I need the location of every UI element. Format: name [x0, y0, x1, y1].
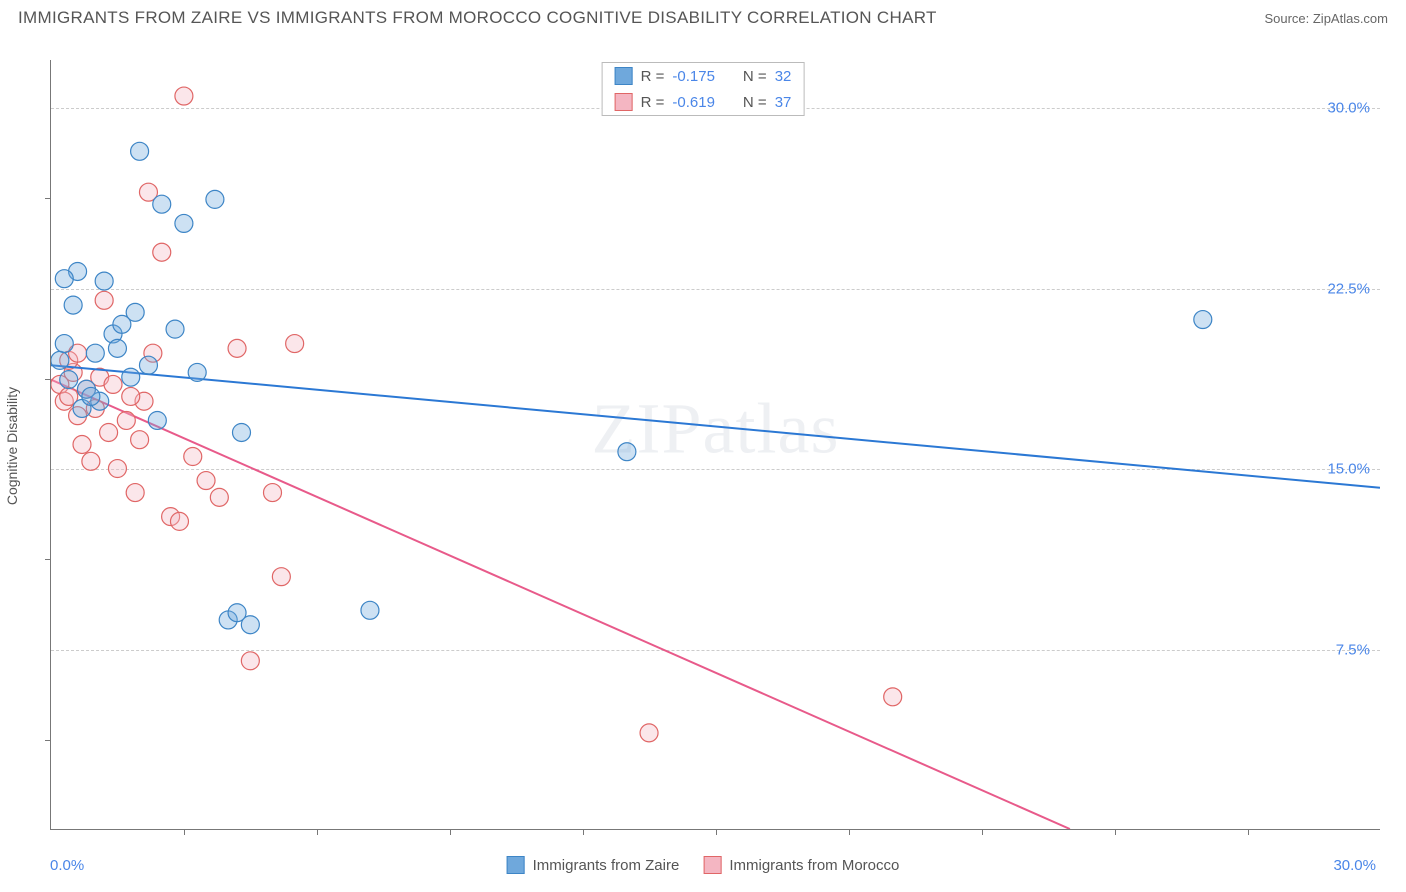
y-axis-label: Cognitive Disability — [4, 387, 20, 505]
regression-line — [51, 380, 1070, 829]
data-point — [100, 423, 118, 441]
x-minor-tick — [716, 829, 717, 835]
data-point — [126, 303, 144, 321]
legend-series: Immigrants from Zaire Immigrants from Mo… — [507, 856, 900, 874]
data-point — [82, 452, 100, 470]
data-point — [618, 443, 636, 461]
data-point — [175, 87, 193, 105]
scatter-svg — [51, 60, 1380, 829]
data-point — [86, 344, 104, 362]
legend-stats-box: R = -0.175 N = 32 R = -0.619 N = 37 — [602, 62, 805, 116]
x-minor-tick — [450, 829, 451, 835]
data-point — [108, 339, 126, 357]
data-point — [272, 568, 290, 586]
data-point — [82, 387, 100, 405]
x-minor-tick — [317, 829, 318, 835]
data-point — [361, 601, 379, 619]
data-point — [126, 484, 144, 502]
data-point — [51, 351, 69, 369]
data-point — [175, 214, 193, 232]
data-point — [73, 436, 91, 454]
chart-plot-area: ZIPatlas 7.5%15.0%22.5%30.0% — [50, 60, 1380, 830]
legend-item-morocco: Immigrants from Morocco — [703, 856, 899, 874]
data-point — [117, 411, 135, 429]
x-axis-max-label: 30.0% — [1333, 857, 1376, 874]
x-minor-tick — [1248, 829, 1249, 835]
data-point — [206, 190, 224, 208]
data-point — [184, 448, 202, 466]
data-point — [131, 431, 149, 449]
data-point — [55, 335, 73, 353]
data-point — [286, 335, 304, 353]
data-point — [64, 296, 82, 314]
data-point — [139, 356, 157, 374]
data-point — [228, 339, 246, 357]
data-point — [264, 484, 282, 502]
data-point — [108, 460, 126, 478]
legend-item-zaire: Immigrants from Zaire — [507, 856, 680, 874]
legend-row-morocco: R = -0.619 N = 37 — [603, 89, 804, 115]
data-point — [166, 320, 184, 338]
data-point — [241, 652, 259, 670]
data-point — [197, 472, 215, 490]
data-point — [153, 243, 171, 261]
x-minor-tick — [982, 829, 983, 835]
x-axis-min-label: 0.0% — [50, 857, 84, 874]
data-point — [188, 363, 206, 381]
swatch-morocco — [615, 93, 633, 111]
data-point — [241, 616, 259, 634]
x-minor-tick — [583, 829, 584, 835]
swatch-zaire-icon — [507, 856, 525, 874]
data-point — [95, 272, 113, 290]
data-point — [640, 724, 658, 742]
data-point — [60, 371, 78, 389]
swatch-zaire — [615, 67, 633, 85]
data-point — [104, 375, 122, 393]
regression-line — [51, 365, 1380, 488]
data-point — [153, 195, 171, 213]
legend-row-zaire: R = -0.175 N = 32 — [603, 63, 804, 89]
data-point — [122, 368, 140, 386]
x-minor-tick — [849, 829, 850, 835]
data-point — [170, 512, 188, 530]
chart-title: IMMIGRANTS FROM ZAIRE VS IMMIGRANTS FROM… — [18, 8, 937, 28]
data-point — [148, 411, 166, 429]
data-point — [232, 423, 250, 441]
data-point — [131, 142, 149, 160]
data-point — [884, 688, 902, 706]
data-point — [1194, 311, 1212, 329]
swatch-morocco-icon — [703, 856, 721, 874]
data-point — [122, 387, 140, 405]
x-minor-tick — [184, 829, 185, 835]
data-point — [210, 488, 228, 506]
data-point — [55, 270, 73, 288]
data-point — [95, 291, 113, 309]
x-minor-tick — [1115, 829, 1116, 835]
source-attribution: Source: ZipAtlas.com — [1264, 11, 1388, 26]
